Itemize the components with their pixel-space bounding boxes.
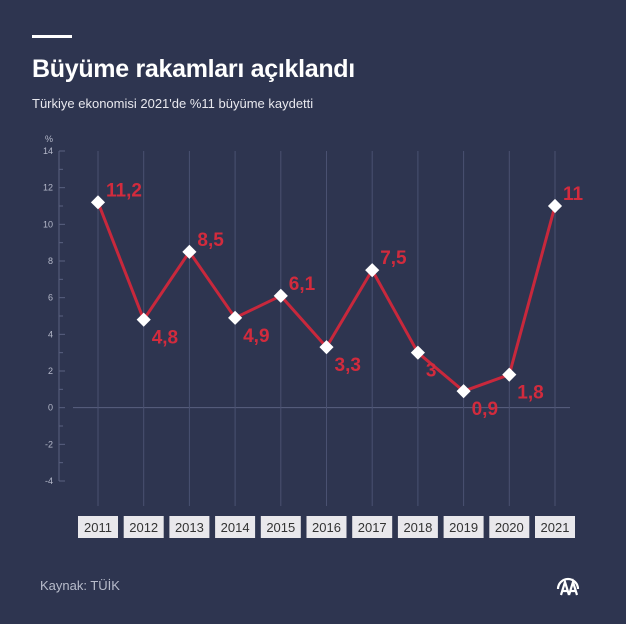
y-tick-label: 6 [48,293,53,303]
data-label: 3 [426,361,437,382]
y-tick-label: -4 [45,476,53,486]
year-label-box [443,516,484,538]
y-tick-label: -2 [45,439,53,449]
title-accent-bar [32,35,72,38]
y-tick-label: 8 [48,256,53,266]
data-label: 6,1 [289,274,316,295]
x-tick-label: 2018 [403,520,432,535]
page-title: Büyüme rakamları açıklandı [32,55,355,83]
data-point [319,340,334,355]
year-label-box [260,516,301,538]
y-tick-label: 0 [48,403,53,413]
x-tick-label: 2020 [495,520,524,535]
x-tick-label: 2017 [358,520,387,535]
data-label: 11,2 [106,180,142,201]
data-point [547,198,563,214]
x-tick-label: 2011 [84,520,112,535]
data-label: 11 [563,184,584,205]
year-label-box [535,516,575,538]
data-point [136,312,151,327]
data-label: 0,9 [472,399,498,420]
y-tick-label: 14 [43,146,53,156]
data-label: 1,8 [517,383,543,404]
year-label-box [123,516,164,538]
data-point [90,195,106,210]
x-tick-label: 2012 [129,520,158,535]
data-label: 8,5 [197,230,224,251]
year-label-box [352,516,393,538]
data-label: 4,9 [243,326,269,347]
data-point [410,345,425,360]
year-label-box [489,516,530,538]
data-point [456,384,471,399]
y-tick-label: 4 [48,329,53,339]
year-label-box [397,516,438,538]
data-label: 4,8 [152,328,178,349]
source-note: Kaynak: TÜİK [40,578,120,593]
data-label: 3,3 [335,355,361,376]
data-point [365,263,380,278]
y-tick-label: 12 [43,183,53,193]
year-label-box [215,516,256,538]
x-tick-label: 2014 [221,520,250,535]
x-tick-label: 2013 [175,520,204,535]
year-label-box [169,516,210,538]
x-tick-label: 2016 [312,520,341,535]
x-tick-label: 2021 [541,520,570,535]
data-point [273,288,288,303]
year-label-box [306,516,347,538]
data-point [228,310,243,325]
y-tick-label: 2 [48,366,53,376]
x-tick-label: 2015 [266,520,295,535]
x-tick-label: 2019 [449,520,478,535]
y-axis-unit: % [45,134,53,144]
page-subtitle: Türkiye ekonomisi 2021'de %11 büyüme kay… [32,96,314,111]
year-label-box [78,516,118,538]
y-tick-label: 10 [43,219,53,229]
data-label: 7,5 [380,248,407,269]
data-point [502,367,517,382]
